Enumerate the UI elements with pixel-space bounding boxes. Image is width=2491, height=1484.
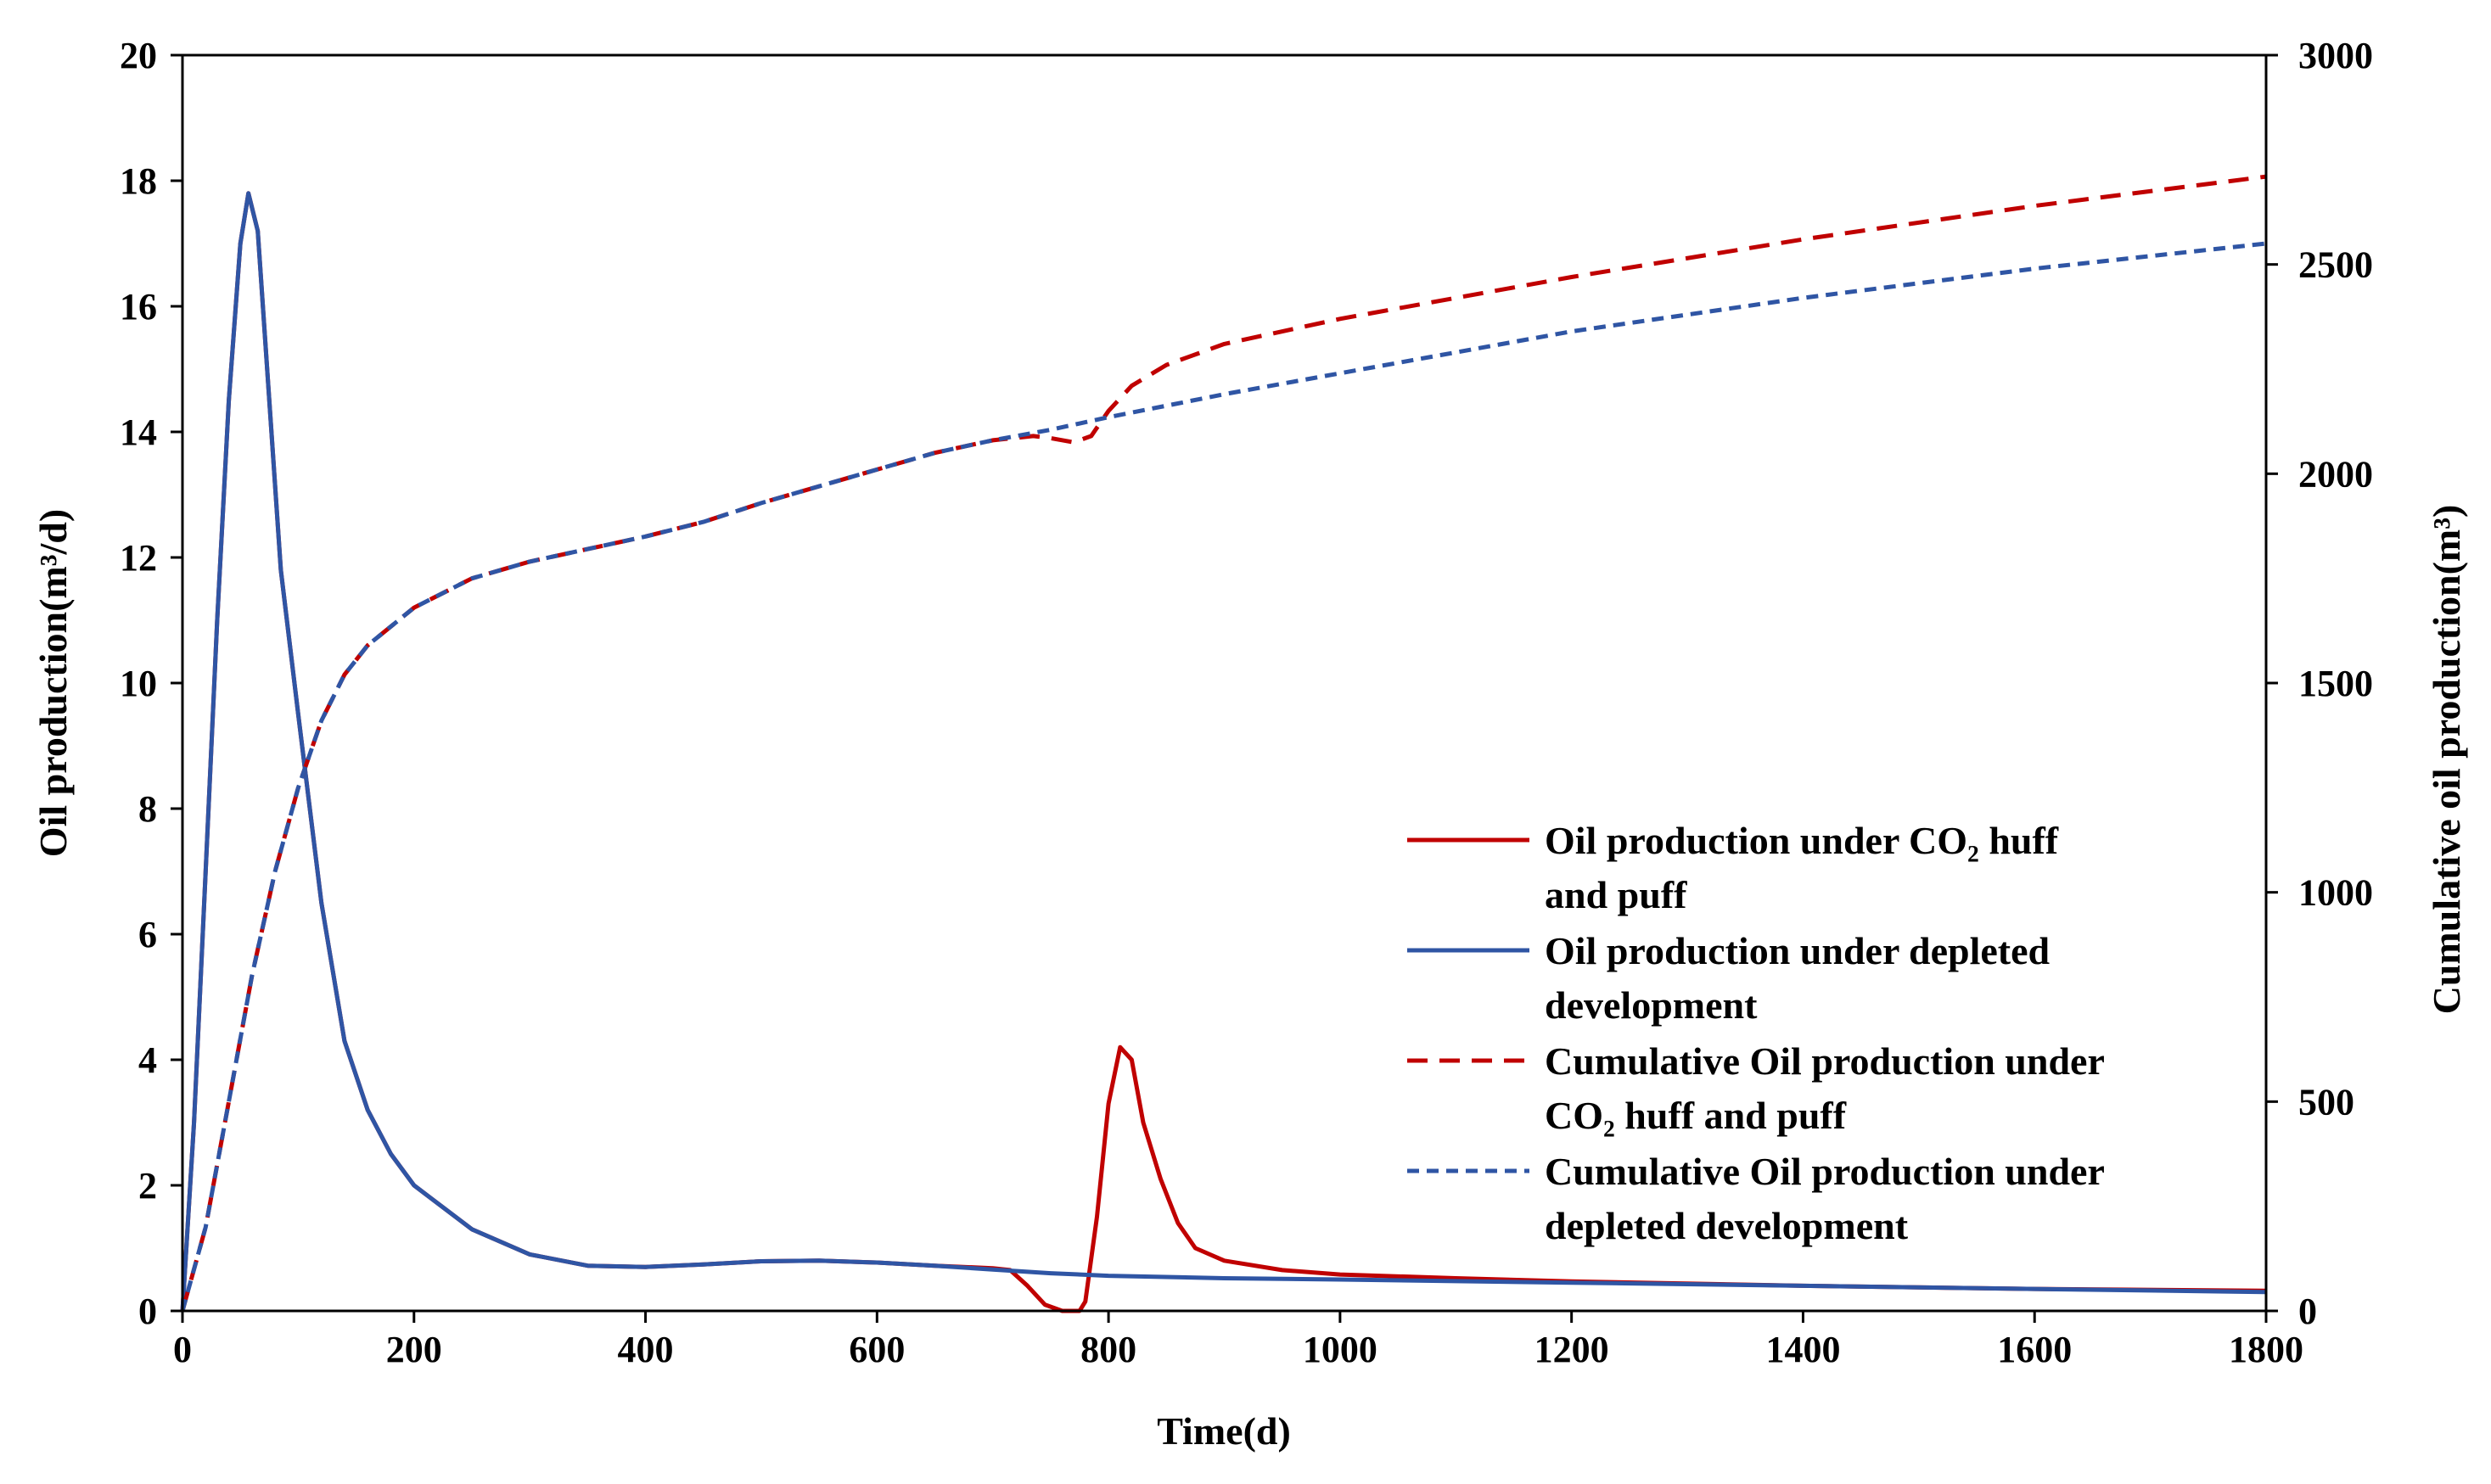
plot-lines [180,174,2267,1313]
right-axis-title: Cumulative oil production(m³) [2425,505,2468,1015]
left-axis-ticks: 0 2 4 6 8 10 12 14 16 18 20 [120,35,182,1332]
right-tick-label: 1500 [2298,663,2373,704]
right-tick-label: 2000 [2298,453,2373,495]
x-tick-label: 1400 [1765,1329,1840,1370]
legend: Oil production under CO₂ huff and puff Oil… [1407,819,2105,1247]
left-tick-label: 8 [138,788,157,830]
right-tick-label: 2500 [2298,244,2373,286]
x-axis-ticks: 0 200 400 600 800 1000 1200 1400 1600 1800 [173,1311,2303,1370]
legend-label: Cumulative Oil production under [1545,1150,2105,1193]
x-tick-label: 800 [1080,1329,1136,1370]
legend-label: Oil production under CO₂ huff [1545,819,2059,862]
x-tick-label: 200 [386,1329,442,1370]
right-tick-label: 3000 [2298,35,2373,76]
left-tick-label: 12 [120,537,157,579]
x-tick-label: 600 [849,1329,905,1370]
left-tick-label: 6 [138,914,157,955]
series-line-4 [180,241,2267,1312]
legend-label: depleted development [1545,1204,1909,1247]
left-tick-label: 4 [138,1039,157,1081]
legend-label: Cumulative Oil production under [1545,1039,2105,1083]
x-tick-label: 400 [618,1329,674,1370]
right-tick-label: 0 [2298,1291,2317,1332]
legend-label: and puff [1545,873,1687,916]
x-tick-label: 0 [173,1329,192,1370]
legend-label: CO₂ huff and puff [1545,1094,1847,1137]
left-tick-label: 16 [120,286,157,328]
x-tick-label: 1800 [2229,1329,2303,1370]
right-tick-label: 500 [2298,1081,2354,1123]
left-tick-label: 20 [120,35,157,76]
series-line-2 [180,191,2267,1312]
left-tick-label: 18 [120,160,157,202]
series-line-3 [180,174,2267,1312]
left-tick-label: 0 [138,1291,157,1332]
x-tick-label: 1200 [1534,1329,1609,1370]
x-tick-label: 1000 [1303,1329,1377,1370]
left-tick-label: 10 [120,663,157,704]
x-axis-title: Time(d) [1157,1409,1291,1453]
series-line-1 [180,191,2267,1313]
right-axis-ticks: 0 500 1000 1500 2000 2500 3000 [2266,35,2373,1332]
left-axis-title: Oil production(m³/d) [31,509,75,857]
left-tick-label: 14 [120,412,157,453]
legend-label: development [1545,983,1758,1027]
legend-label: Oil production under depleted [1545,929,2051,972]
plot-frame [181,53,2268,1313]
right-tick-label: 1000 [2298,872,2373,914]
x-tick-label: 1600 [1997,1329,2072,1370]
left-tick-label: 2 [138,1165,157,1207]
